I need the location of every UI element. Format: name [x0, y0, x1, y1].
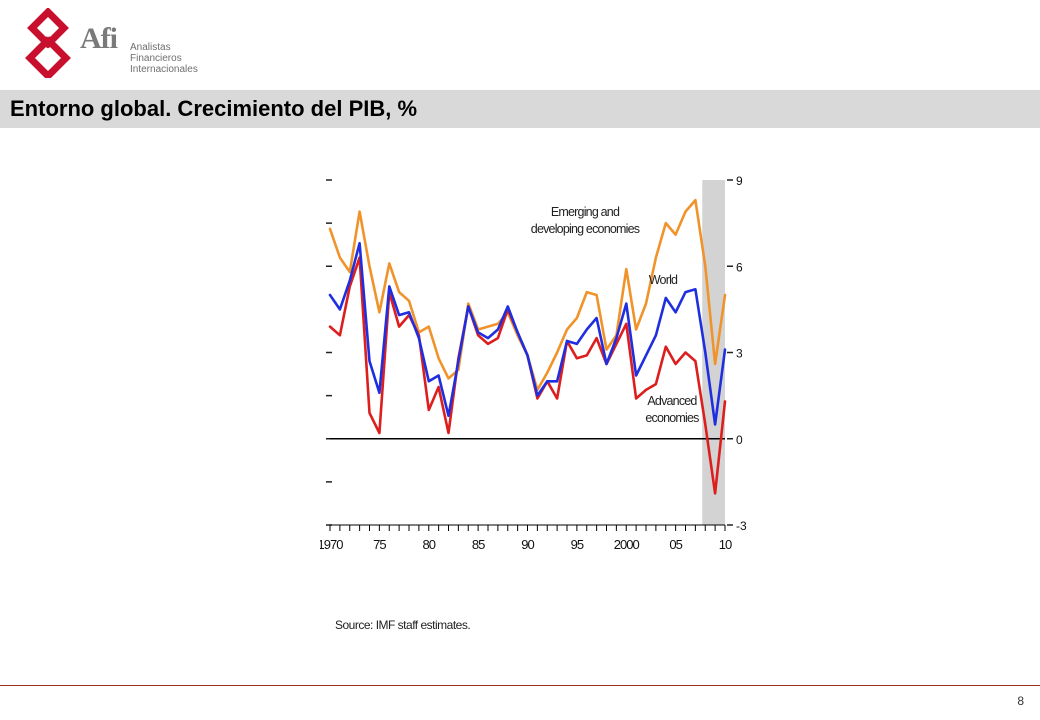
title-bar: Entorno global. Crecimiento del PIB, %	[0, 90, 1040, 128]
page-number: 8	[1017, 694, 1024, 708]
x-tick-label: 85	[472, 537, 485, 552]
series-line	[328, 241, 727, 426]
y-tick-label: 9	[736, 174, 743, 188]
page-title: Entorno global. Crecimiento del PIB, %	[10, 96, 418, 121]
logo-subtitle-line: Analistas	[130, 42, 171, 53]
afi-interlocked-diamond-icon	[25, 8, 71, 78]
x-tick-label: 90	[521, 537, 534, 552]
footer-divider	[0, 685, 1040, 686]
x-tick-label: 75	[373, 537, 386, 552]
gdp-growth-chart: 9 6 3 0 -3 1970 75 80 85 90 95 2000 05 10 Emerging and…	[320, 168, 750, 558]
y-tick-label: 0	[736, 433, 743, 447]
x-tick-label: 80	[423, 537, 436, 552]
x-tick-label: 95	[571, 537, 584, 552]
y-tick-label: 6	[736, 260, 743, 274]
series-label: developing economies	[531, 222, 640, 236]
chart-source-note: Source: IMF staff estimates.	[335, 618, 471, 632]
y-tick-label: -3	[736, 519, 747, 533]
series-label: Emerging and	[551, 205, 620, 219]
logo-subtitle: Analistas Financieros Internacionales	[130, 42, 198, 75]
series-label: World	[649, 273, 678, 287]
logo-subtitle-line: Financieros	[130, 53, 182, 64]
chart-canvas: 9 6 3 0 -3 1970 75 80 85 90 95 2000 05 10 Emerging and…	[320, 174, 747, 552]
logo-subtitle-line: Internacionales	[130, 64, 198, 75]
x-tick-label: 10	[719, 537, 732, 552]
x-tick-label: 2000	[614, 537, 640, 552]
x-tick-label: 05	[669, 537, 682, 552]
series-label: Advanced	[647, 394, 697, 408]
series-label: economies	[645, 411, 699, 425]
x-tick-label: 1970	[320, 537, 343, 552]
y-tick-label: 3	[736, 347, 743, 361]
logo-name: Afi	[80, 22, 118, 55]
company-logo: Afi Analistas Financieros Internacionale…	[20, 8, 210, 80]
